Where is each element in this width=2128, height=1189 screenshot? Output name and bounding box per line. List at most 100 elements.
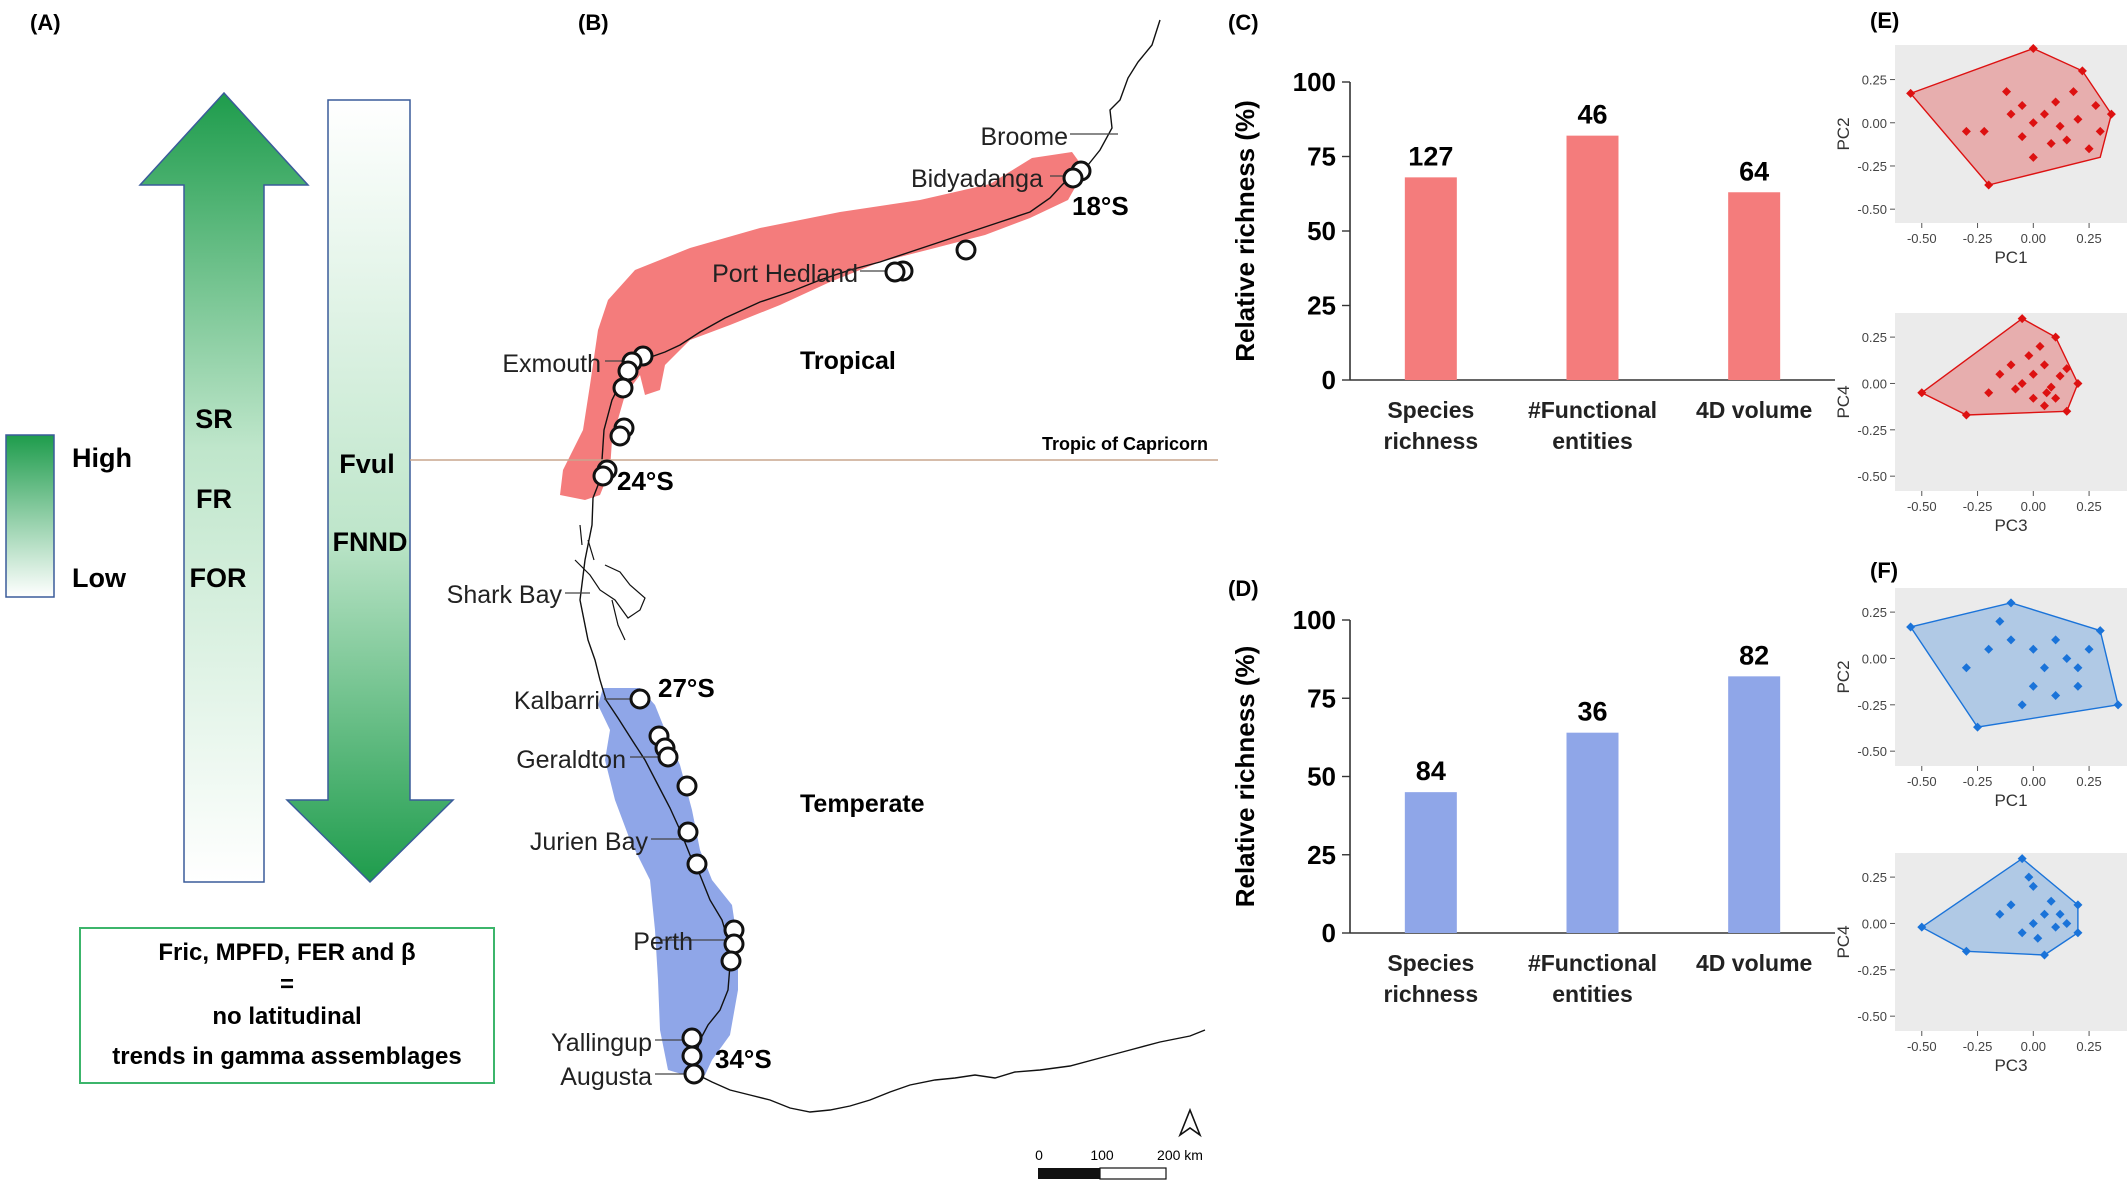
town-label-broome: Broome (980, 123, 1068, 151)
scatter-point (1973, 722, 1983, 732)
bar (1728, 192, 1781, 380)
site-marker (657, 746, 679, 768)
bar (1728, 676, 1781, 933)
scatter-point (2028, 43, 2038, 53)
x-category-label: entities (1552, 981, 1633, 1007)
region-label-temperate: Temperate (800, 790, 925, 818)
y-tick-label: 0.00 (1862, 116, 1887, 131)
y-axis-title: PC4 (1834, 385, 1853, 418)
legend-low-label: Low (72, 563, 127, 593)
up-arrow-label-fr: FR (196, 484, 232, 514)
y-tick-label: 0.25 (1862, 73, 1887, 88)
y-axis-title: PC4 (1834, 925, 1853, 958)
bar (1404, 792, 1457, 933)
town-label-yallingup: Yallingup (551, 1029, 652, 1057)
summary-line-4: trends in gamma assemblages (112, 1043, 461, 1070)
panel-label-d: (D) (1228, 576, 1259, 601)
scale-label-100: 100 (1090, 1147, 1114, 1163)
scatter-point (2006, 360, 2016, 370)
x-tick-label: -0.50 (1907, 499, 1937, 514)
y-tick-label: 25 (1307, 840, 1336, 870)
y-tick-label: -0.25 (1857, 423, 1887, 438)
site-marker (955, 239, 977, 261)
scatter-point (2073, 663, 2083, 673)
x-tick-label: 0.00 (2021, 1039, 2046, 1054)
x-axis-title: PC1 (1994, 791, 2027, 810)
scatter-point (2028, 393, 2038, 403)
summary-line-3: no latitudinal (212, 1003, 361, 1030)
x-tick-label: -0.25 (1963, 499, 1993, 514)
scatter-point (2033, 933, 2043, 943)
scatter-point (2062, 364, 2072, 374)
latitude-label-34s: 34°S (715, 1044, 772, 1074)
x-tick-label: 0.25 (2076, 231, 2101, 246)
scatter-point (2006, 900, 2016, 910)
scatter-point (2106, 109, 2116, 119)
plot-background (1895, 588, 2127, 766)
site-marker (676, 775, 698, 797)
scatter-point (2042, 388, 2052, 398)
scatter-point (2077, 66, 2087, 76)
scatter-point (2010, 384, 2020, 394)
town-label-bidyadanga: Bidyadanga (911, 165, 1043, 193)
x-tick-label: 0.25 (2076, 499, 2101, 514)
down-arrow-label-fvul: Fvul (339, 449, 395, 479)
tropical-region (560, 152, 1085, 500)
bar (1566, 732, 1619, 933)
scatter-point (2051, 393, 2061, 403)
summary-box (79, 927, 495, 1084)
y-tick-label: 75 (1307, 142, 1336, 172)
scatter-point (2017, 700, 2027, 710)
bar (1566, 135, 1619, 380)
panel-label-e: (E) (1870, 8, 1899, 33)
site-marker (617, 360, 639, 382)
x-axis-title: PC3 (1994, 1056, 2027, 1075)
scatter-point (1917, 388, 1927, 398)
x-tick-label: -0.25 (1963, 774, 1993, 789)
x-tick-label: -0.50 (1907, 231, 1937, 246)
plot-background (1895, 313, 2127, 491)
site-marker (629, 688, 651, 710)
scatter-point (1961, 663, 1971, 673)
town-label-augusta: Augusta (560, 1063, 652, 1091)
y-tick-label: -0.50 (1857, 1009, 1887, 1024)
panel-label-f: (F) (1870, 558, 1898, 583)
scatter-point (2017, 854, 2027, 864)
scatter-e-pc1-pc2: -0.50 -0.25 0.00 0.25 0.25 0.00 -0.25 -0.50 PC1 P… (1834, 43, 2127, 267)
x-tick-label: 0.00 (2021, 774, 2046, 789)
bar (1404, 177, 1457, 380)
scatter-point (2073, 378, 2083, 388)
x-category-label: entities (1552, 428, 1633, 454)
site-marker (592, 465, 614, 487)
town-label-geraldton: Geraldton (516, 746, 626, 774)
latitude-label-24s: 24°S (617, 466, 674, 496)
site-marker (612, 377, 634, 399)
up-arrow-label-for: FOR (190, 563, 247, 593)
region-label-tropical: Tropical (800, 347, 896, 375)
bar-value-label: 36 (1577, 697, 1607, 727)
scatter-point (2068, 87, 2078, 97)
town-label-jurien-bay: Jurien Bay (530, 828, 649, 856)
scatter-point (1979, 126, 1989, 136)
y-tick-label: -0.25 (1857, 159, 1887, 174)
scatter-point (2095, 126, 2105, 136)
scatter-point (2055, 371, 2065, 381)
panel-label-c: (C) (1228, 10, 1259, 35)
scale-label-0: 0 (1035, 1147, 1043, 1163)
summary-line-2: = (280, 971, 294, 998)
y-tick-label: -0.25 (1857, 963, 1887, 978)
scatter-point (2055, 121, 2065, 131)
plot-background (1895, 45, 2127, 223)
scatter-point (1995, 369, 2005, 379)
y-tick-label: 100 (1293, 67, 1336, 97)
scatter-f-pc1-pc2: -0.50 -0.25 0.00 0.25 0.25 0.00 -0.25 -0.50 PC1 P… (1834, 588, 2127, 810)
legend-high-label: High (72, 443, 132, 473)
scatter-point (2073, 114, 2083, 124)
y-tick-label: -0.25 (1857, 698, 1887, 713)
scatter-point (2017, 100, 2027, 110)
town-label-port-hedland: Port Hedland (712, 260, 858, 288)
scatter-point (2006, 635, 2016, 645)
scatter-point (2017, 132, 2027, 142)
down-arrow-label-fnnd: FNND (333, 527, 408, 557)
site-marker (677, 821, 699, 843)
